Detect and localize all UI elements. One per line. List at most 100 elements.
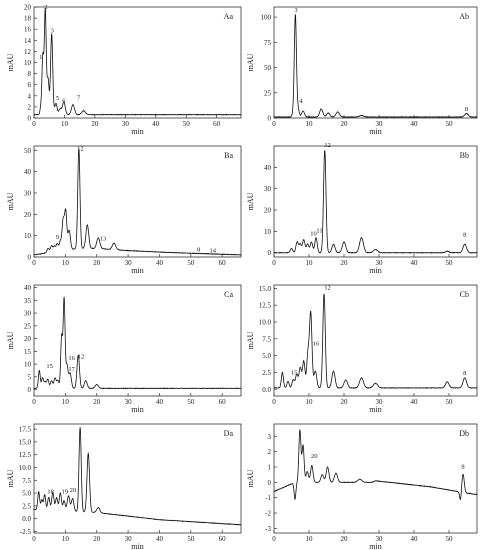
x-tick-label: 20 bbox=[93, 259, 101, 267]
y-tick-label: 0 bbox=[28, 254, 32, 262]
panel-label: Bb bbox=[460, 151, 469, 160]
x-tick-label: 40 bbox=[156, 535, 164, 543]
y-tick-label: 5.0 bbox=[262, 352, 271, 360]
x-tick-label: 0 bbox=[32, 535, 36, 543]
x-tick-label: 50 bbox=[446, 535, 454, 543]
chromatogram-trace bbox=[33, 148, 242, 256]
x-tick-label: 30 bbox=[122, 120, 130, 128]
x-tick-label: 30 bbox=[125, 398, 133, 406]
x-tick-label: 30 bbox=[376, 535, 384, 543]
peak-label: 12 bbox=[324, 142, 331, 149]
y-axis-label: mAU bbox=[246, 192, 255, 210]
chromatogram-trace bbox=[273, 14, 478, 119]
y-tick-label: 40 bbox=[24, 168, 32, 176]
y-tick-label: 7.5 bbox=[262, 335, 271, 343]
plot-frame bbox=[33, 284, 242, 397]
x-tick-label: 10 bbox=[306, 259, 314, 267]
peak-label: 15 bbox=[46, 363, 53, 370]
panel-Da: -2.5 0.0 2.5 5.0 7.5 10.0 12.5 15.0 17.5 0 10 20 30 4… bbox=[6, 423, 242, 550]
x-axis-label: min bbox=[369, 127, 381, 136]
panel-Ab: 0 25 50 75 100 0 10 20 30 40 50 mAU min Ab 3 4 8 bbox=[246, 6, 478, 136]
y-tick-label: 17.5 bbox=[19, 426, 32, 434]
peak-label: 20 bbox=[311, 453, 318, 460]
y-tick-label: 30 bbox=[24, 310, 32, 318]
plot-frame bbox=[273, 6, 478, 119]
y-tick-label: 5 bbox=[28, 373, 32, 381]
peak-label: 11 bbox=[316, 227, 322, 234]
plot-frame bbox=[273, 423, 478, 534]
y-tick-label: 10 bbox=[24, 59, 32, 67]
peak-label: 9 bbox=[56, 234, 59, 241]
y-tick-label: 0.0 bbox=[262, 386, 271, 394]
x-tick-label: 30 bbox=[125, 259, 133, 267]
x-tick-label: 10 bbox=[62, 398, 70, 406]
plot-frame bbox=[33, 423, 242, 534]
y-axis-label: mAU bbox=[6, 192, 15, 210]
y-tick-label: 0 bbox=[268, 249, 272, 257]
y-tick-label: 6 bbox=[28, 81, 32, 89]
peak-label: 13 bbox=[100, 235, 107, 242]
x-axis-label: min bbox=[131, 405, 143, 414]
y-tick-label: 10 bbox=[24, 232, 32, 240]
panel-label: Ab bbox=[459, 12, 469, 21]
peak-label: 6 bbox=[62, 97, 66, 104]
x-tick-label: 50 bbox=[446, 259, 454, 267]
y-tick-label: 10.0 bbox=[19, 464, 32, 472]
x-axis-label: min bbox=[131, 542, 143, 550]
y-tick-label: -2 bbox=[265, 510, 271, 518]
plot-frame bbox=[273, 145, 478, 258]
y-tick-label: 5.0 bbox=[22, 490, 31, 498]
plot-frame bbox=[273, 284, 478, 397]
x-tick-label: 40 bbox=[156, 398, 164, 406]
y-tick-label: 20 bbox=[24, 335, 32, 343]
y-tick-label: 14 bbox=[24, 37, 32, 45]
peak-label: 2 bbox=[44, 4, 47, 11]
x-tick-label: 10 bbox=[61, 120, 69, 128]
y-axis-label: mAU bbox=[246, 469, 255, 487]
panel-label: Db bbox=[459, 429, 469, 438]
y-axis-label: mAU bbox=[246, 53, 255, 71]
y-axis-label: mAU bbox=[6, 53, 15, 71]
y-tick-label: 0 bbox=[28, 386, 32, 394]
y-tick-label: 2 bbox=[28, 103, 32, 111]
y-tick-label: 40 bbox=[24, 284, 32, 292]
x-tick-label: 30 bbox=[376, 398, 384, 406]
peak-label: 12 bbox=[78, 354, 85, 361]
y-tick-label: 2.5 bbox=[22, 502, 31, 510]
x-tick-label: 10 bbox=[62, 535, 70, 543]
y-tick-label: 25 bbox=[264, 89, 272, 97]
panel-label: Cb bbox=[460, 290, 469, 299]
x-tick-label: 10 bbox=[62, 259, 70, 267]
peak-label: 7 bbox=[77, 95, 81, 102]
y-tick-label: 2.5 bbox=[262, 369, 271, 377]
x-tick-label: 40 bbox=[156, 259, 164, 267]
y-tick-label: 20 bbox=[24, 211, 32, 219]
x-tick-label: 60 bbox=[219, 259, 227, 267]
y-tick-label: 12.5 bbox=[259, 302, 272, 310]
y-tick-label: 100 bbox=[261, 14, 272, 22]
x-axis-label: min bbox=[369, 405, 381, 414]
x-tick-label: 30 bbox=[376, 259, 384, 267]
y-tick-label: 0 bbox=[28, 115, 32, 123]
panel-Ca: 0 5 10 15 20 25 30 35 40 0 10 20 30 40 50 60 mAU min Ca 15 1… bbox=[6, 284, 242, 414]
x-tick-label: 20 bbox=[341, 398, 349, 406]
panel-Ba: 0 10 20 30 40 50 0 10 20 30 40 50 60 mAU min Ba 9 12 13 8 14 bbox=[6, 145, 242, 275]
y-tick-label: 16 bbox=[24, 26, 32, 34]
plot-frame bbox=[33, 145, 242, 258]
y-tick-label: 1 bbox=[268, 463, 272, 471]
y-tick-label: 20 bbox=[264, 207, 272, 215]
peak-label: 8 bbox=[463, 370, 466, 377]
y-tick-label: 50 bbox=[24, 147, 32, 155]
peak-label: 5 bbox=[56, 95, 59, 102]
y-axis-label: mAU bbox=[6, 469, 15, 487]
y-tick-label: 18 bbox=[24, 15, 32, 23]
x-axis-label: min bbox=[131, 127, 143, 136]
x-tick-label: 60 bbox=[219, 398, 227, 406]
panel-Cb: 0.0 2.5 5.0 7.5 10.0 12.5 15.0 0 10 20 30 40 50 mAU mi… bbox=[246, 284, 478, 414]
y-tick-label: 15.0 bbox=[19, 438, 32, 446]
x-tick-label: 20 bbox=[341, 535, 349, 543]
x-tick-label: 0 bbox=[272, 535, 276, 543]
y-tick-label: 15.0 bbox=[259, 285, 272, 293]
